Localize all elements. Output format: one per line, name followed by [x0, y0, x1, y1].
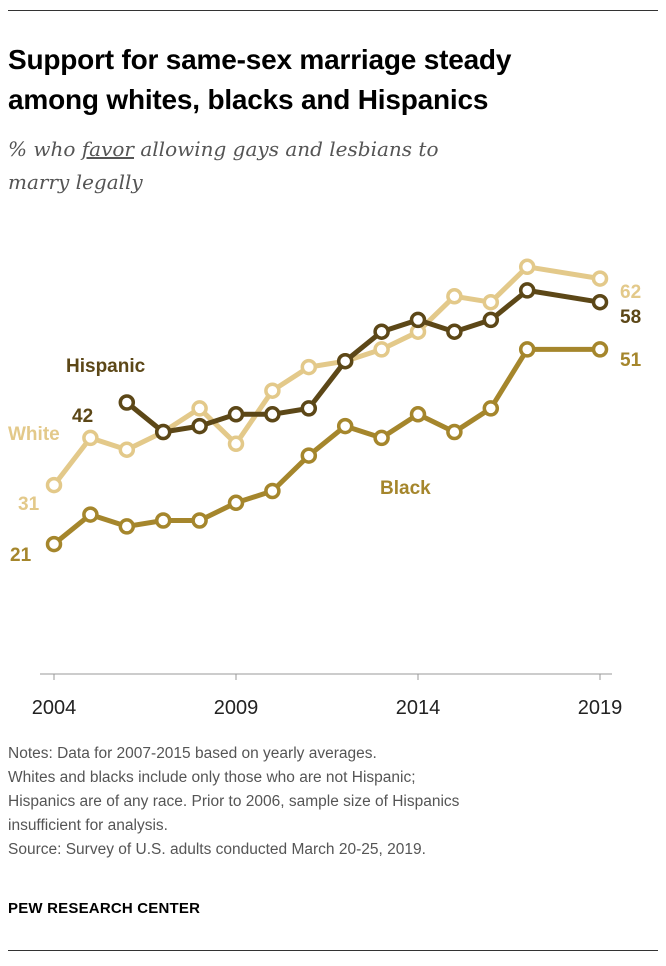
data-point-hispanic [518, 282, 536, 299]
data-point-hispanic [482, 311, 500, 329]
series-label-black: Black [380, 478, 431, 499]
data-point-black [191, 512, 208, 529]
source-line: Source: Survey of U.S. adults conducted … [8, 841, 426, 858]
start-value-hispanic: 42 [72, 406, 93, 427]
subtitle-pre: % who [8, 137, 82, 161]
series-label-white: White [8, 424, 60, 445]
chart-notes: Notes: Data for 2007-2015 based on yearl… [8, 742, 658, 862]
data-point-hispanic [409, 311, 427, 329]
data-point-white [118, 441, 136, 458]
x-tick-label: 2014 [396, 697, 441, 719]
data-point-white [191, 400, 208, 417]
x-tick-label: 2019 [578, 697, 623, 719]
title-line-1: Support for same-sex marriage steady [8, 44, 512, 75]
data-point-black [264, 482, 281, 500]
organization-name: PEW RESEARCH CENTER [8, 900, 201, 917]
data-point-black [409, 406, 427, 423]
data-point-white [82, 429, 99, 447]
data-point-black [373, 429, 390, 447]
data-point-white [518, 258, 536, 276]
x-tick-label: 2004 [32, 697, 77, 719]
data-point-white [446, 288, 463, 305]
subtitle-line-2: marry legally [8, 170, 143, 194]
data-point-hispanic [373, 323, 390, 340]
data-point-hispanic [154, 423, 172, 441]
data-point-hispanic [336, 352, 354, 370]
title-line-2: among whites, blacks and Hispanics [8, 84, 489, 115]
bottom-rule [8, 950, 658, 951]
subtitle-post: allowing gays and lesbians to [134, 137, 439, 161]
data-point-black [227, 494, 245, 512]
data-point-black [118, 518, 136, 535]
data-point-white [591, 270, 609, 287]
data-point-hispanic [300, 400, 318, 417]
chart-title: Support for same-sex marriage steady amo… [8, 40, 648, 120]
data-point-hispanic [227, 406, 245, 423]
note-line-4: insufficient for analysis. [8, 817, 168, 834]
x-tick-label: 2009 [214, 697, 259, 719]
data-point-black [591, 341, 609, 358]
series-label-hispanic: Hispanic [66, 356, 146, 377]
data-point-white [264, 382, 281, 399]
data-point-hispanic [446, 323, 463, 340]
data-point-black [482, 400, 500, 417]
data-point-white [227, 435, 245, 453]
chart-subtitle: % who favor allowing gays and lesbians t… [8, 133, 528, 199]
data-point-hispanic [118, 394, 136, 411]
note-line-3: Hispanics are of any race. Prior to 2006… [8, 793, 460, 810]
data-point-hispanic [191, 417, 208, 435]
line-chart: 2004 2009 2014 2019 White Hispanic Black 31 42 21… [8, 258, 642, 719]
subtitle-emphasis: favor [81, 137, 134, 161]
data-point-black [518, 341, 536, 358]
data-point-black [82, 506, 99, 523]
data-point-white [45, 476, 63, 494]
top-rule [8, 10, 658, 11]
data-point-white [373, 341, 390, 358]
data-point-white [482, 293, 500, 311]
end-value-black: 51 [620, 350, 642, 371]
end-value-white: 62 [620, 282, 641, 303]
data-point-black [45, 535, 63, 553]
start-value-white: 31 [18, 494, 40, 515]
data-point-black [154, 512, 172, 529]
data-point-black [446, 423, 463, 441]
start-value-black: 21 [10, 545, 32, 566]
data-point-white [300, 358, 318, 376]
note-line-1: Notes: Data for 2007-2015 based on yearl… [8, 745, 377, 762]
data-point-black [336, 417, 354, 435]
end-value-hispanic: 58 [620, 307, 641, 328]
data-point-black [300, 447, 318, 464]
note-line-2: Whites and blacks include only those who… [8, 769, 416, 786]
data-point-hispanic [264, 406, 281, 423]
data-point-hispanic [591, 293, 609, 311]
